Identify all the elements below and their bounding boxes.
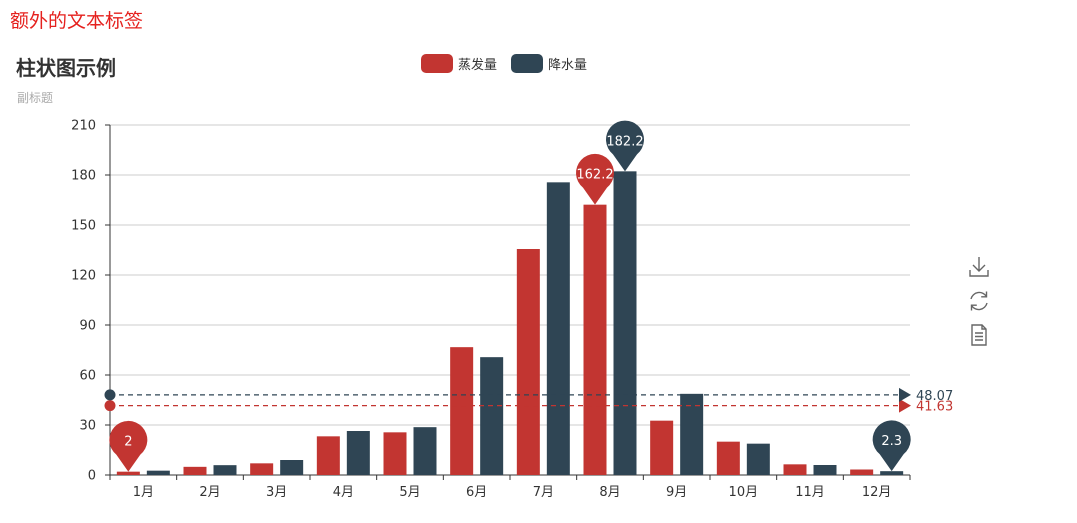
- bar-precipitation: [546, 182, 570, 476]
- bar-precipitation: [213, 465, 237, 475]
- extra-text-label: 额外的文本标签: [10, 10, 144, 32]
- restore-icon[interactable]: [966, 288, 992, 314]
- y-tick-label: 180: [71, 169, 96, 184]
- legend-item-precipitation[interactable]: 降水量: [511, 54, 587, 73]
- mark-point-pin: [872, 420, 911, 472]
- bar-precipitation: [146, 470, 170, 475]
- bar-evaporation: [450, 347, 474, 475]
- bar-precipitation: [413, 427, 437, 475]
- x-tick-label: 12月: [862, 485, 892, 500]
- y-tick-label: 30: [79, 419, 96, 434]
- y-tick-label: 150: [71, 219, 96, 234]
- legend-label-evaporation: 蒸发量: [458, 58, 498, 73]
- legend-item-evaporation[interactable]: 蒸发量: [421, 54, 497, 73]
- bar-evaporation: [516, 249, 540, 475]
- y-tick-label: 90: [79, 319, 96, 334]
- x-tick-label: 9月: [666, 485, 687, 500]
- y-tick-label: 210: [71, 119, 96, 134]
- average-line-start: [104, 389, 116, 401]
- average-line-arrow: [899, 387, 911, 402]
- x-tick-label: 11月: [795, 485, 825, 500]
- chart-subtitle: 副标题: [17, 91, 54, 105]
- legend: 蒸发量 降水量: [421, 54, 601, 73]
- average-line-arrow: [899, 398, 911, 413]
- x-tick-label: 7月: [533, 485, 554, 500]
- x-tick-label: 8月: [599, 485, 620, 500]
- x-tick-label: 5月: [399, 485, 420, 500]
- mark-point-label: 2.3: [881, 434, 902, 449]
- bar-precipitation: [746, 443, 770, 475]
- bar-precipitation: [280, 460, 304, 475]
- bar-precipitation: [880, 471, 904, 475]
- bar-precipitation: [680, 393, 704, 475]
- y-tick-label: 60: [79, 369, 96, 384]
- mark-point-label: 2: [124, 435, 132, 450]
- average-line-label: 41.63: [916, 400, 953, 415]
- data-view-icon[interactable]: [966, 322, 992, 348]
- x-tick-label: 4月: [333, 485, 354, 500]
- legend-label-precipitation: 降水量: [548, 58, 588, 73]
- legend-swatch-evaporation: [421, 54, 453, 73]
- bar-evaporation: [716, 441, 740, 475]
- x-tick-label: 1月: [133, 485, 154, 500]
- y-tick-label: 120: [71, 269, 96, 284]
- legend-swatch-precipitation: [511, 54, 544, 73]
- toolbox: [966, 254, 992, 356]
- bar-evaporation: [583, 204, 607, 475]
- bar-precipitation: [813, 465, 837, 475]
- mark-point-pin: [606, 120, 644, 172]
- bar-evaporation: [783, 464, 807, 475]
- bar-evaporation: [650, 420, 674, 475]
- save-as-image-icon[interactable]: [966, 254, 992, 280]
- bar-evaporation: [183, 466, 207, 475]
- chart-title: 柱状图示例: [16, 56, 116, 80]
- bar-evaporation: [316, 436, 340, 475]
- x-tick-label: 10月: [729, 485, 759, 500]
- mark-point-label: 162.2: [576, 168, 613, 183]
- bar-precipitation: [480, 357, 504, 475]
- bar-evaporation: [383, 432, 407, 475]
- x-tick-label: 2月: [199, 485, 220, 500]
- average-line-label: 48.07: [916, 389, 953, 404]
- bar-evaporation: [116, 471, 140, 475]
- bar-evaporation: [850, 469, 874, 475]
- average-line-start: [104, 400, 116, 412]
- mark-point-pin: [109, 420, 148, 472]
- x-tick-label: 3月: [266, 485, 287, 500]
- mark-point-label: 182.2: [606, 134, 643, 149]
- x-tick-label: 6月: [466, 485, 487, 500]
- y-tick-label: 0: [88, 469, 96, 484]
- bar-precipitation: [346, 431, 370, 475]
- mark-point-pin: [576, 153, 614, 205]
- bar-precipitation: [613, 171, 637, 476]
- bar-evaporation: [250, 463, 274, 475]
